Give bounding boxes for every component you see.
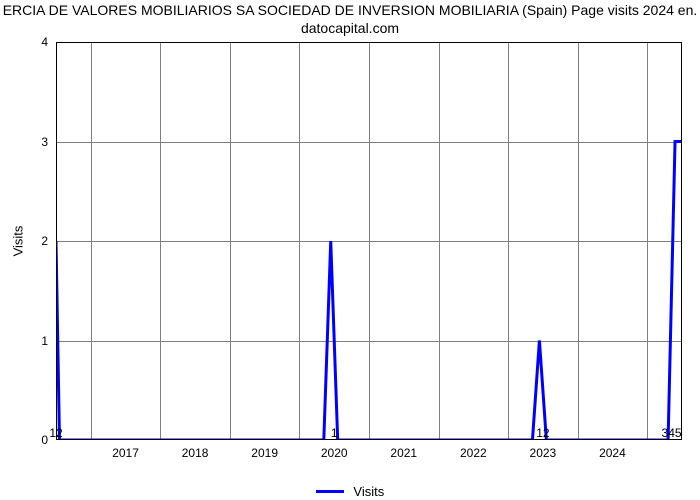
x-tick-label: 2021	[390, 446, 417, 460]
x-tick-label: 2024	[599, 446, 626, 460]
x-tick-label: 2020	[321, 446, 348, 460]
legend-swatch	[316, 490, 344, 493]
y-axis-ticks: 01234	[0, 42, 48, 440]
x-tick-label: 2018	[182, 446, 209, 460]
chart-container: ERCIA DE VALORES MOBILIARIOS SA SOCIEDAD…	[0, 0, 700, 500]
x-tick-label: 2023	[530, 446, 557, 460]
legend: Visits	[0, 482, 700, 500]
x-tick-label: 2019	[251, 446, 278, 460]
y-tick-label: 2	[41, 234, 48, 248]
x-tick-label: 2022	[460, 446, 487, 460]
legend-item-visits: Visits	[316, 483, 384, 499]
y-tick-label: 0	[41, 433, 48, 447]
y-tick-label: 4	[41, 35, 48, 49]
y-tick-label: 1	[41, 334, 48, 348]
plot-area: 12112345	[56, 42, 682, 440]
series-line	[56, 42, 682, 440]
x-axis-ticks: 2017 2018 2019 2020 2021 2022 2023 2024	[56, 446, 682, 464]
legend-label: Visits	[353, 484, 384, 499]
x-tick-label: 2017	[112, 446, 139, 460]
chart-title: ERCIA DE VALORES MOBILIARIOS SA SOCIEDAD…	[0, 2, 700, 37]
y-tick-label: 3	[41, 135, 48, 149]
series-path	[56, 142, 682, 441]
